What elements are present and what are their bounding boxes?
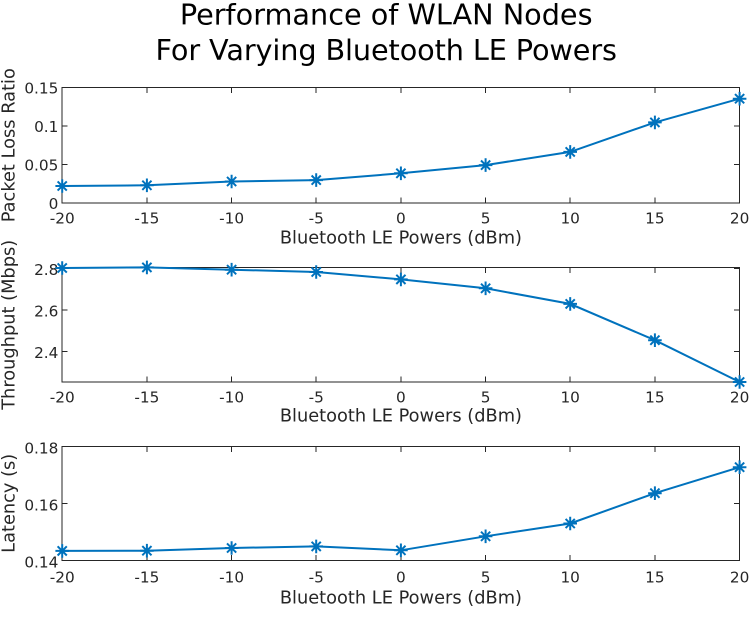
svg-text:-10: -10 bbox=[219, 569, 244, 587]
svg-text:-20: -20 bbox=[50, 210, 75, 228]
svg-text:10: 10 bbox=[560, 389, 579, 407]
svg-text:15: 15 bbox=[645, 210, 664, 228]
svg-text:Throughput (Mbps): Throughput (Mbps) bbox=[0, 240, 20, 411]
svg-text:-5: -5 bbox=[309, 569, 324, 587]
svg-text:Performance of WLAN Nodes: Performance of WLAN Nodes bbox=[180, 0, 593, 32]
svg-text:20: 20 bbox=[730, 389, 749, 407]
svg-text:Packet Loss Ratio: Packet Loss Ratio bbox=[0, 68, 20, 222]
svg-text:-15: -15 bbox=[134, 210, 159, 228]
svg-text:0: 0 bbox=[396, 210, 406, 228]
svg-text:0.18: 0.18 bbox=[24, 440, 58, 458]
svg-text:0: 0 bbox=[49, 195, 59, 213]
svg-text:15: 15 bbox=[645, 389, 664, 407]
svg-text:Bluetooth LE Powers (dBm): Bluetooth LE Powers (dBm) bbox=[280, 588, 522, 609]
svg-text:10: 10 bbox=[560, 569, 579, 587]
svg-text:-10: -10 bbox=[219, 210, 244, 228]
svg-text:0.14: 0.14 bbox=[24, 554, 58, 572]
svg-text:0.05: 0.05 bbox=[24, 157, 58, 175]
svg-text:Bluetooth LE Powers (dBm): Bluetooth LE Powers (dBm) bbox=[280, 228, 522, 249]
svg-text:-20: -20 bbox=[50, 389, 75, 407]
svg-text:-20: -20 bbox=[50, 569, 75, 587]
svg-text:-5: -5 bbox=[309, 389, 324, 407]
svg-text:-15: -15 bbox=[134, 389, 159, 407]
svg-text:20: 20 bbox=[730, 210, 749, 228]
svg-text:Bluetooth LE Powers (dBm): Bluetooth LE Powers (dBm) bbox=[280, 405, 522, 426]
svg-text:For Varying Bluetooth LE Power: For Varying Bluetooth LE Powers bbox=[156, 33, 617, 67]
svg-text:5: 5 bbox=[481, 569, 491, 587]
svg-text:2.8: 2.8 bbox=[34, 261, 58, 279]
svg-text:5: 5 bbox=[481, 210, 491, 228]
svg-text:2.6: 2.6 bbox=[34, 302, 58, 320]
svg-text:-15: -15 bbox=[134, 569, 159, 587]
svg-text:-10: -10 bbox=[219, 389, 244, 407]
svg-text:20: 20 bbox=[730, 569, 749, 587]
svg-text:Latency (s): Latency (s) bbox=[0, 454, 20, 553]
svg-text:0.1: 0.1 bbox=[34, 118, 58, 136]
svg-text:10: 10 bbox=[560, 210, 579, 228]
svg-text:0.15: 0.15 bbox=[24, 80, 58, 98]
svg-text:2.4: 2.4 bbox=[34, 344, 58, 362]
svg-text:0: 0 bbox=[396, 389, 406, 407]
svg-text:0: 0 bbox=[396, 569, 406, 587]
svg-text:0.16: 0.16 bbox=[24, 497, 58, 515]
svg-text:15: 15 bbox=[645, 569, 664, 587]
svg-text:-5: -5 bbox=[309, 210, 324, 228]
svg-text:5: 5 bbox=[481, 389, 491, 407]
